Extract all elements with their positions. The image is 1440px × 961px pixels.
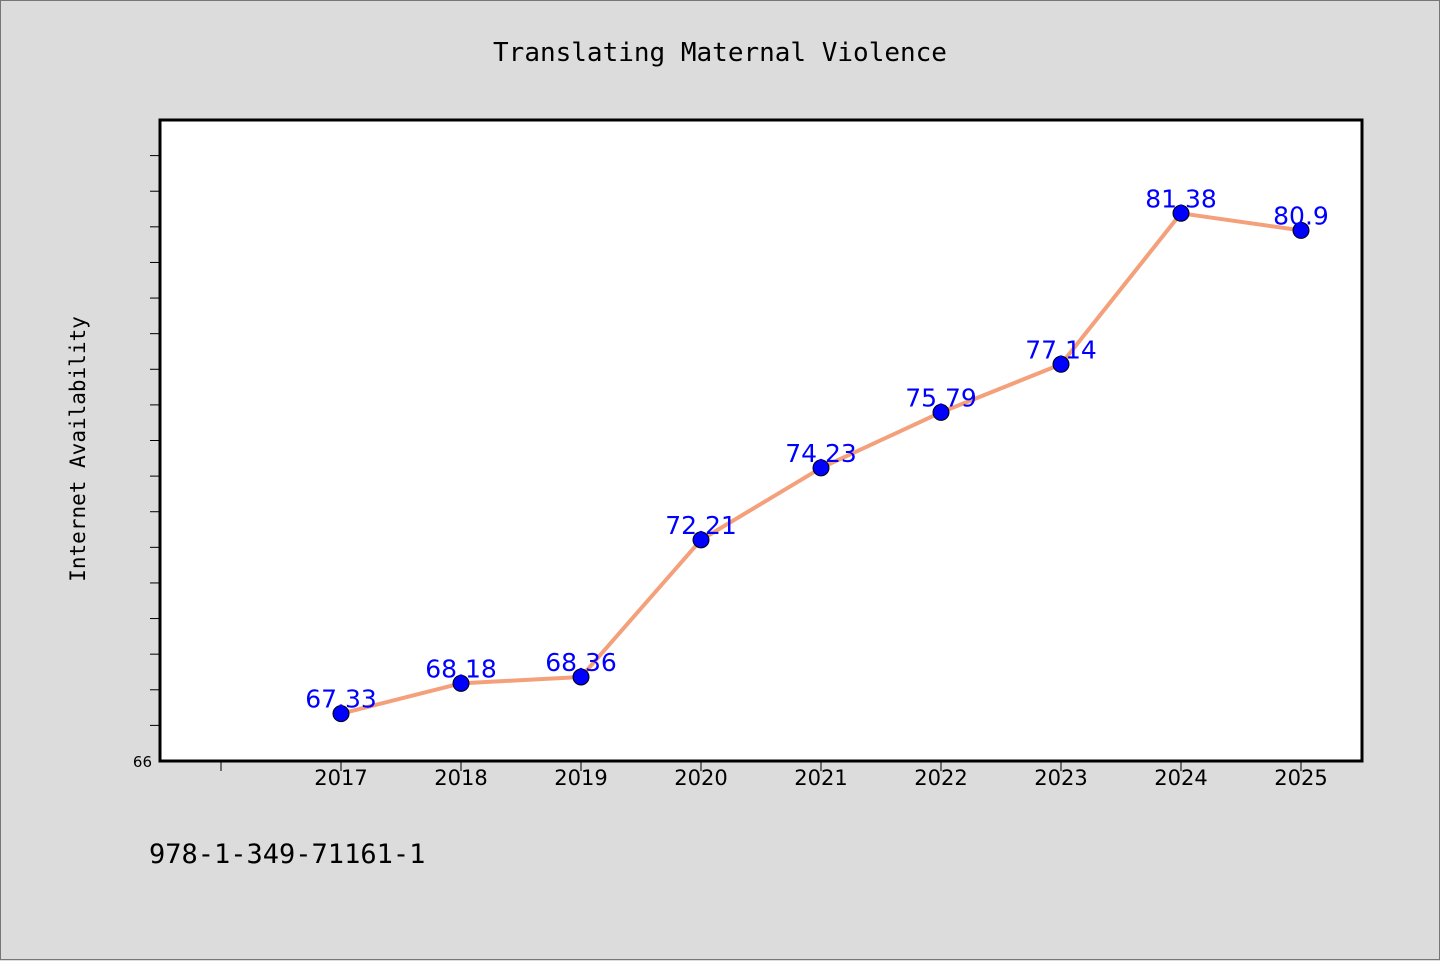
data-label: 77.14 <box>1025 335 1097 364</box>
y-tick-label: 66 <box>133 753 152 771</box>
data-point <box>332 705 350 723</box>
x-axis-ticks: 2017 2018 2019 2020 2021 2022 2023 2024 2025 <box>220 761 1328 790</box>
footer-isbn: 978-1-349-71161-1 <box>149 839 425 870</box>
x-tick-label: 2021 <box>794 766 847 790</box>
data-labels: 67.33 68.18 68.36 72.21 74.23 75.79 77.14 81.38… <box>305 184 1329 713</box>
x-tick-label: 2019 <box>554 766 607 790</box>
data-label: 75.79 <box>905 383 977 412</box>
data-label: 80.9 <box>1273 201 1329 230</box>
data-label: 67.33 <box>305 685 377 714</box>
x-tick-label: 2017 <box>314 766 367 790</box>
x-tick-label: 2018 <box>434 766 487 790</box>
data-point <box>1172 204 1190 222</box>
data-point <box>452 674 470 692</box>
x-tick-label: 2020 <box>674 766 727 790</box>
y-axis-ticks: 66 <box>133 155 160 771</box>
data-label: 68.36 <box>545 648 617 677</box>
data-point <box>932 403 950 421</box>
data-markers <box>332 204 1310 723</box>
data-label: 68.18 <box>425 654 497 683</box>
chart-title: Translating Maternal Violence <box>493 38 947 68</box>
x-tick-label: 2025 <box>1274 766 1327 790</box>
data-point <box>572 668 590 686</box>
plot-area <box>158 118 1364 763</box>
x-tick-label: 2024 <box>1154 766 1207 790</box>
data-label: 74.23 <box>785 439 857 468</box>
data-point <box>1052 355 1070 373</box>
data-point <box>692 531 710 549</box>
y-axis-label: Internet Availability <box>66 316 90 582</box>
data-point <box>812 459 830 477</box>
data-label: 72.21 <box>665 511 737 540</box>
data-label: 81.38 <box>1145 184 1217 213</box>
x-tick-label: 2023 <box>1034 766 1087 790</box>
data-point <box>1292 221 1310 239</box>
x-tick-label: 2022 <box>914 766 967 790</box>
